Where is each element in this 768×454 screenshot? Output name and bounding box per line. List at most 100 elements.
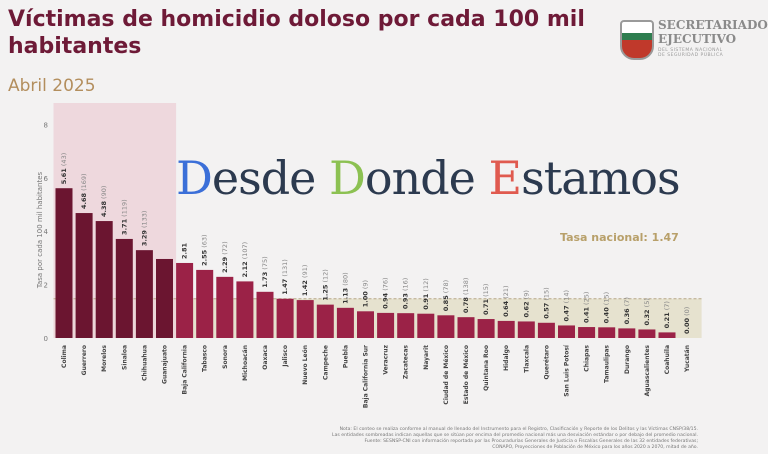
footnote-line: Nota: El conteo se realiza conforme al m… <box>339 427 698 432</box>
value-label: 2.29 (72) <box>221 241 229 272</box>
bar <box>115 238 133 338</box>
page-subtitle: Abril 2025 <box>8 76 96 96</box>
x-tick-label: Puebla <box>342 345 349 368</box>
x-tick-label: Guanajuato <box>162 345 169 384</box>
x-tick-label: Chihuahua <box>141 345 148 381</box>
x-tick-label: Colima <box>61 345 68 368</box>
value-label: 1.47 (131) <box>281 259 289 295</box>
bar <box>397 313 415 338</box>
x-tick-label: Coahuila <box>664 345 671 374</box>
y-tick-label: 6 <box>44 175 49 183</box>
y-tick-label: 2 <box>44 282 48 290</box>
x-tick-label: Tabasco <box>202 345 209 372</box>
value-label: 0.85 (78) <box>442 280 450 311</box>
bar <box>316 304 334 338</box>
logo-line-4: DE SEGURIDAD PÚBLICA <box>658 53 724 58</box>
bar <box>276 298 294 338</box>
bar <box>357 311 374 338</box>
logo-subtext: DEL SISTEMA NACIONAL DE SEGURIDAD PÚBLICA <box>658 48 723 58</box>
footnote-line: Fuente: SESNSP-CNI con información repor… <box>364 439 698 444</box>
bar <box>377 312 395 338</box>
logo-line-3: DEL SISTEMA NACIONAL <box>658 48 723 53</box>
bar <box>176 262 194 338</box>
y-tick-label: 8 <box>44 121 48 129</box>
watermark-part: E <box>488 151 523 205</box>
value-label: 2.55 (63) <box>201 234 209 265</box>
bar <box>95 221 113 338</box>
value-label: 3.29 (133) <box>140 211 148 247</box>
bar <box>196 269 214 338</box>
x-tick-label: Estado de México <box>463 345 470 404</box>
bar <box>256 291 274 338</box>
value-label: 2.81 <box>181 242 189 259</box>
value-label: 1.13 (80) <box>341 272 349 303</box>
logo-line-2: EJECUTIVO <box>658 32 737 46</box>
x-tick-label: Durango <box>624 345 631 374</box>
footnote-line: CONAPO, Proyecciones de Población de Méx… <box>492 445 698 450</box>
value-label: 0.00 (0) <box>683 307 691 334</box>
value-label: 0.78 (138) <box>462 278 470 314</box>
y-axis-label: Tasa por cada 100 mil habitantes <box>36 171 44 289</box>
page-title: Víctimas de homicidio doloso por cada 10… <box>8 7 585 59</box>
x-tick-label: Nayarit <box>423 345 430 370</box>
footnote: Nota: El conteo se realiza conforme al m… <box>238 427 698 451</box>
value-label: 0.91 (12) <box>422 278 430 309</box>
value-label: 0.94 (76) <box>382 277 390 308</box>
x-tick-label: Morelos <box>101 345 108 372</box>
value-label: 0.40 (15) <box>603 292 611 323</box>
value-label: 1.00 (9) <box>362 280 370 307</box>
logo-text: SECRETARIADO EJECUTIVO <box>658 18 768 46</box>
bar <box>497 320 515 338</box>
x-tick-label: Nuevo León <box>302 345 309 385</box>
footnote-line: Las entidades sombreadas indican aquella… <box>332 433 698 438</box>
watermark-part: D <box>176 151 213 205</box>
value-label: 0.21 (7) <box>663 301 671 328</box>
x-tick-label: Baja California <box>182 345 189 394</box>
x-tick-label: Baja California Sur <box>363 345 370 408</box>
value-label: 0.36 (7) <box>623 297 631 324</box>
x-tick-label: Oaxaca <box>262 345 269 370</box>
logo-line-1: SECRETARIADO <box>658 18 768 32</box>
bar <box>537 322 555 338</box>
x-tick-label: Tamaulipas <box>604 345 611 383</box>
bar <box>336 307 354 338</box>
x-tick-label: San Luis Potosí <box>564 344 571 397</box>
bar <box>55 188 73 338</box>
x-tick-label: Chiapas <box>584 345 591 372</box>
value-label: 0.32 (5) <box>643 298 651 325</box>
value-label: 0.47 (14) <box>563 290 571 321</box>
watermark-part: stamos <box>521 151 680 205</box>
x-tick-label: Sonora <box>222 345 229 369</box>
x-tick-label: Hidalgo <box>503 345 510 371</box>
value-label: 1.73 (75) <box>261 256 269 287</box>
x-tick-label: Campeche <box>322 345 329 380</box>
x-tick-label: Querétaro <box>543 345 550 379</box>
y-tick-label: 4 <box>44 228 49 236</box>
y-tick-label: 0 <box>44 335 48 343</box>
bar <box>437 315 455 338</box>
bar <box>638 329 656 338</box>
shield-icon <box>620 20 654 60</box>
value-label: 0.71 (15) <box>482 284 490 315</box>
value-label: 0.64 (21) <box>502 285 510 316</box>
value-label: 0.41 (25) <box>583 292 591 323</box>
value-label: 4.68 (169) <box>80 173 88 209</box>
x-tick-label: Ciudad de México <box>443 345 450 405</box>
bar <box>618 328 636 338</box>
bar <box>417 313 435 338</box>
bar <box>156 258 173 338</box>
bar <box>658 332 676 338</box>
x-tick-label: Michoacán <box>242 345 249 381</box>
bar <box>477 319 495 338</box>
x-tick-label: Veracruz <box>383 344 390 374</box>
bar <box>135 250 153 338</box>
value-label: 2.12 (107) <box>241 242 249 278</box>
secretariado-logo: SECRETARIADO EJECUTIVO DEL SISTEMA NACION… <box>620 18 768 62</box>
value-label: 1.42 (91) <box>301 265 309 296</box>
x-tick-label: Aguascalientes <box>644 345 651 397</box>
value-label: 0.93 (16) <box>402 278 410 309</box>
value-label: 3.71 (119) <box>120 199 128 235</box>
value-label: 5.61 (43) <box>60 153 68 184</box>
x-tick-label: Guerrero <box>81 345 88 375</box>
